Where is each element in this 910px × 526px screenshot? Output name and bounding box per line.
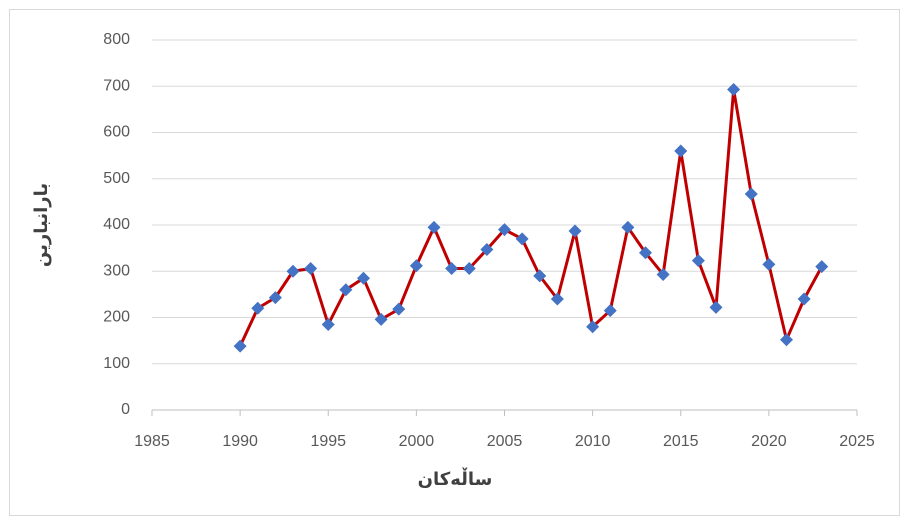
y-tick-label: 800	[103, 31, 130, 48]
data-point	[427, 220, 441, 234]
chart-border	[9, 9, 900, 516]
data-point	[392, 302, 406, 316]
data-point	[639, 246, 652, 260]
x-tick-label: 2025	[839, 433, 875, 450]
y-tick-label: 500	[103, 170, 130, 187]
x-tick-label: 2020	[751, 433, 787, 450]
data-point	[550, 292, 564, 306]
data-point	[586, 320, 600, 334]
data-point	[374, 312, 388, 326]
data-point	[709, 300, 723, 314]
data-point	[409, 259, 423, 273]
y-tick-label: 200	[103, 309, 130, 326]
data-point	[797, 292, 811, 306]
y-tick-label: 300	[103, 262, 130, 279]
data-point	[498, 223, 511, 237]
data-point	[445, 261, 459, 275]
x-tick-label: 2005	[487, 433, 523, 450]
data-point	[357, 271, 370, 285]
data-point	[304, 261, 318, 275]
y-tick-label: 0	[121, 401, 130, 418]
data-point	[621, 220, 635, 234]
x-tick-label: 1995	[310, 433, 346, 450]
data-point	[603, 304, 617, 318]
data-point	[656, 267, 670, 281]
data-point	[533, 269, 547, 283]
x-tick-label: 1985	[134, 433, 170, 450]
data-point	[762, 257, 776, 271]
data-point	[321, 317, 335, 331]
data-point	[744, 187, 758, 201]
data-point	[339, 283, 353, 297]
data-point	[480, 243, 494, 257]
data-point	[233, 339, 247, 353]
series-line	[238, 87, 824, 347]
x-tick-label: 2015	[663, 433, 699, 450]
data-point	[674, 144, 688, 158]
x-axis-title: ساڵەکان	[418, 467, 493, 490]
data-point	[515, 232, 529, 246]
x-tick-label: 1990	[222, 433, 258, 450]
data-point	[286, 264, 300, 278]
data-point	[815, 260, 829, 274]
data-point	[780, 333, 793, 347]
data-point	[727, 82, 741, 96]
x-tick-label: 2000	[399, 433, 435, 450]
y-axis-title: بارانبارین	[31, 183, 52, 267]
data-point	[268, 291, 282, 305]
data-point	[251, 301, 265, 315]
y-tick-label: 600	[103, 124, 130, 141]
data-point	[462, 261, 476, 275]
y-tick-label: 400	[103, 216, 130, 233]
y-tick-label: 100	[103, 355, 130, 372]
data-point	[691, 254, 705, 268]
x-tick-label: 2010	[575, 433, 611, 450]
data-point	[568, 224, 582, 238]
y-tick-label: 700	[103, 77, 130, 94]
